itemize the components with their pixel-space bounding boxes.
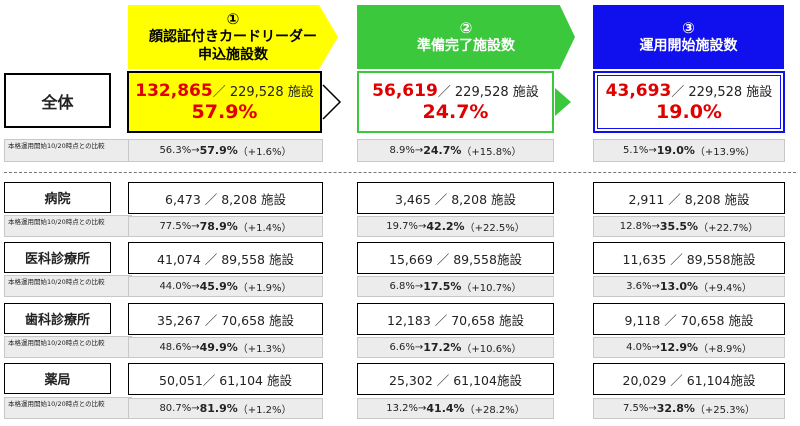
category-label-hospital: 病院 — [4, 182, 111, 213]
chevron-right-icon — [322, 84, 342, 120]
overall-step2-cell: 56,619／ 229,528 施設 24.7% — [357, 71, 554, 133]
overall-step2-count: 56,619 — [372, 81, 438, 101]
dental-clinic-comparison-label: 本格運用開始10/20時点との比較 — [4, 336, 132, 358]
dental-clinic-step2-value: 12,183 ／ 70,658 施設 — [357, 303, 554, 335]
overall-step3-comparison: 5.1%→ 19.0% （+13.9%） — [593, 139, 785, 162]
hospital-step1-comparison: 77.5%→ 78.9% （+1.4%） — [128, 216, 323, 237]
overall-step1-comparison: 56.3%→ 57.9% （+1.6%） — [128, 139, 323, 162]
overall-step2-total: ／ 229,528 施設 — [437, 85, 539, 100]
pharmacy-comparison-label: 本格運用開始10/20時点との比較 — [4, 397, 132, 419]
overall-step3-total: ／ 229,528 施設 — [671, 85, 773, 100]
medical-clinic-step3-comparison: 3.6%→ 13.0% （+9.4%） — [593, 276, 785, 297]
section-divider — [4, 172, 796, 173]
pharmacy-step1-value: 50,051／ 61,104 施設 — [128, 363, 323, 395]
medical-clinic-step2-value: 15,669 ／ 89,558施設 — [357, 242, 554, 274]
medical-clinic-comparison-label: 本格運用開始10/20時点との比較 — [4, 275, 132, 297]
step3-title: 運用開始施設数 — [639, 37, 738, 54]
step2-number: ② — [459, 18, 473, 37]
medical-clinic-step1-comparison: 44.0%→ 45.9% （+1.9%） — [128, 276, 323, 297]
pharmacy-step3-comparison: 7.5%→ 32.8% （+25.3%） — [593, 398, 785, 419]
medical-clinic-step2-comparison: 6.8%→ 17.5% （+10.7%） — [357, 276, 554, 297]
step1-title-line2: 申込施設数 — [198, 46, 268, 63]
hospital-step2-value: 3,465 ／ 8,208 施設 — [357, 182, 554, 214]
overall-step1-count: 132,865 — [135, 81, 213, 101]
arrow-right-icon — [555, 88, 571, 116]
dental-clinic-step1-value: 35,267 ／ 70,658 施設 — [128, 303, 323, 335]
step1-number: ① — [226, 9, 240, 28]
dental-clinic-step1-comparison: 48.6%→ 49.9% （+1.3%） — [128, 337, 323, 358]
overall-step1-total: ／ 229,528 施設 — [212, 85, 314, 100]
category-label-pharmacy: 薬局 — [4, 363, 111, 394]
hospital-step2-comparison: 19.7%→ 42.2% （+22.5%） — [357, 216, 554, 237]
overall-step3-percent: 19.0% — [656, 101, 722, 123]
dental-clinic-step3-comparison: 4.0%→ 12.9% （+8.9%） — [593, 337, 785, 358]
overall-step1-cell: 132,865／ 229,528 施設 57.9% — [127, 71, 322, 133]
step2-header: ② 準備完了施設数 — [357, 5, 575, 69]
step1-header: ① 顔認証付きカードリーダー 申込施設数 — [128, 5, 338, 69]
pharmacy-step2-comparison: 13.2%→ 41.4% （+28.2%） — [357, 398, 554, 419]
medical-clinic-step3-value: 11,635 ／ 89,558施設 — [593, 242, 785, 274]
overall-step2-comparison: 8.9%→ 24.7% （+15.8%） — [357, 139, 554, 162]
dental-clinic-step2-comparison: 6.6%→ 17.2% （+10.6%） — [357, 337, 554, 358]
pharmacy-step1-comparison: 80.7%→ 81.9% （+1.2%） — [128, 398, 323, 419]
hospital-comparison-label: 本格運用開始10/20時点との比較 — [4, 215, 132, 237]
overall-step3-cell: 43,693／ 229,528 施設 19.0% — [593, 71, 785, 133]
step3-header: ③ 運用開始施設数 — [593, 5, 784, 69]
step3-number: ③ — [682, 18, 695, 37]
hospital-step3-value: 2,911 ／ 8,208 施設 — [593, 182, 785, 214]
hospital-step1-value: 6,473 ／ 8,208 施設 — [128, 182, 323, 214]
overall-step2-percent: 24.7% — [422, 101, 489, 123]
category-label-medical-clinic: 医科診療所 — [4, 242, 111, 273]
step2-title: 準備完了施設数 — [417, 37, 515, 54]
step1-title-line1: 顔認証付きカードリーダー — [149, 28, 317, 45]
overall-comparison-label: 本格運用開始10/20時点との比較 — [4, 139, 132, 162]
dental-clinic-step3-value: 9,118 ／ 70,658 施設 — [593, 303, 785, 335]
pharmacy-step2-value: 25,302 ／ 61,104施設 — [357, 363, 554, 395]
overall-step1-percent: 57.9% — [191, 101, 258, 123]
overall-step3-count: 43,693 — [605, 81, 672, 101]
hospital-step3-comparison: 12.8%→ 35.5% （+22.7%） — [593, 216, 785, 237]
pharmacy-step3-value: 20,029 ／ 61,104施設 — [593, 363, 785, 395]
overall-label: 全体 — [4, 73, 111, 128]
category-label-dental-clinic: 歯科診療所 — [4, 303, 111, 334]
medical-clinic-step1-value: 41,074 ／ 89,558 施設 — [128, 242, 323, 274]
